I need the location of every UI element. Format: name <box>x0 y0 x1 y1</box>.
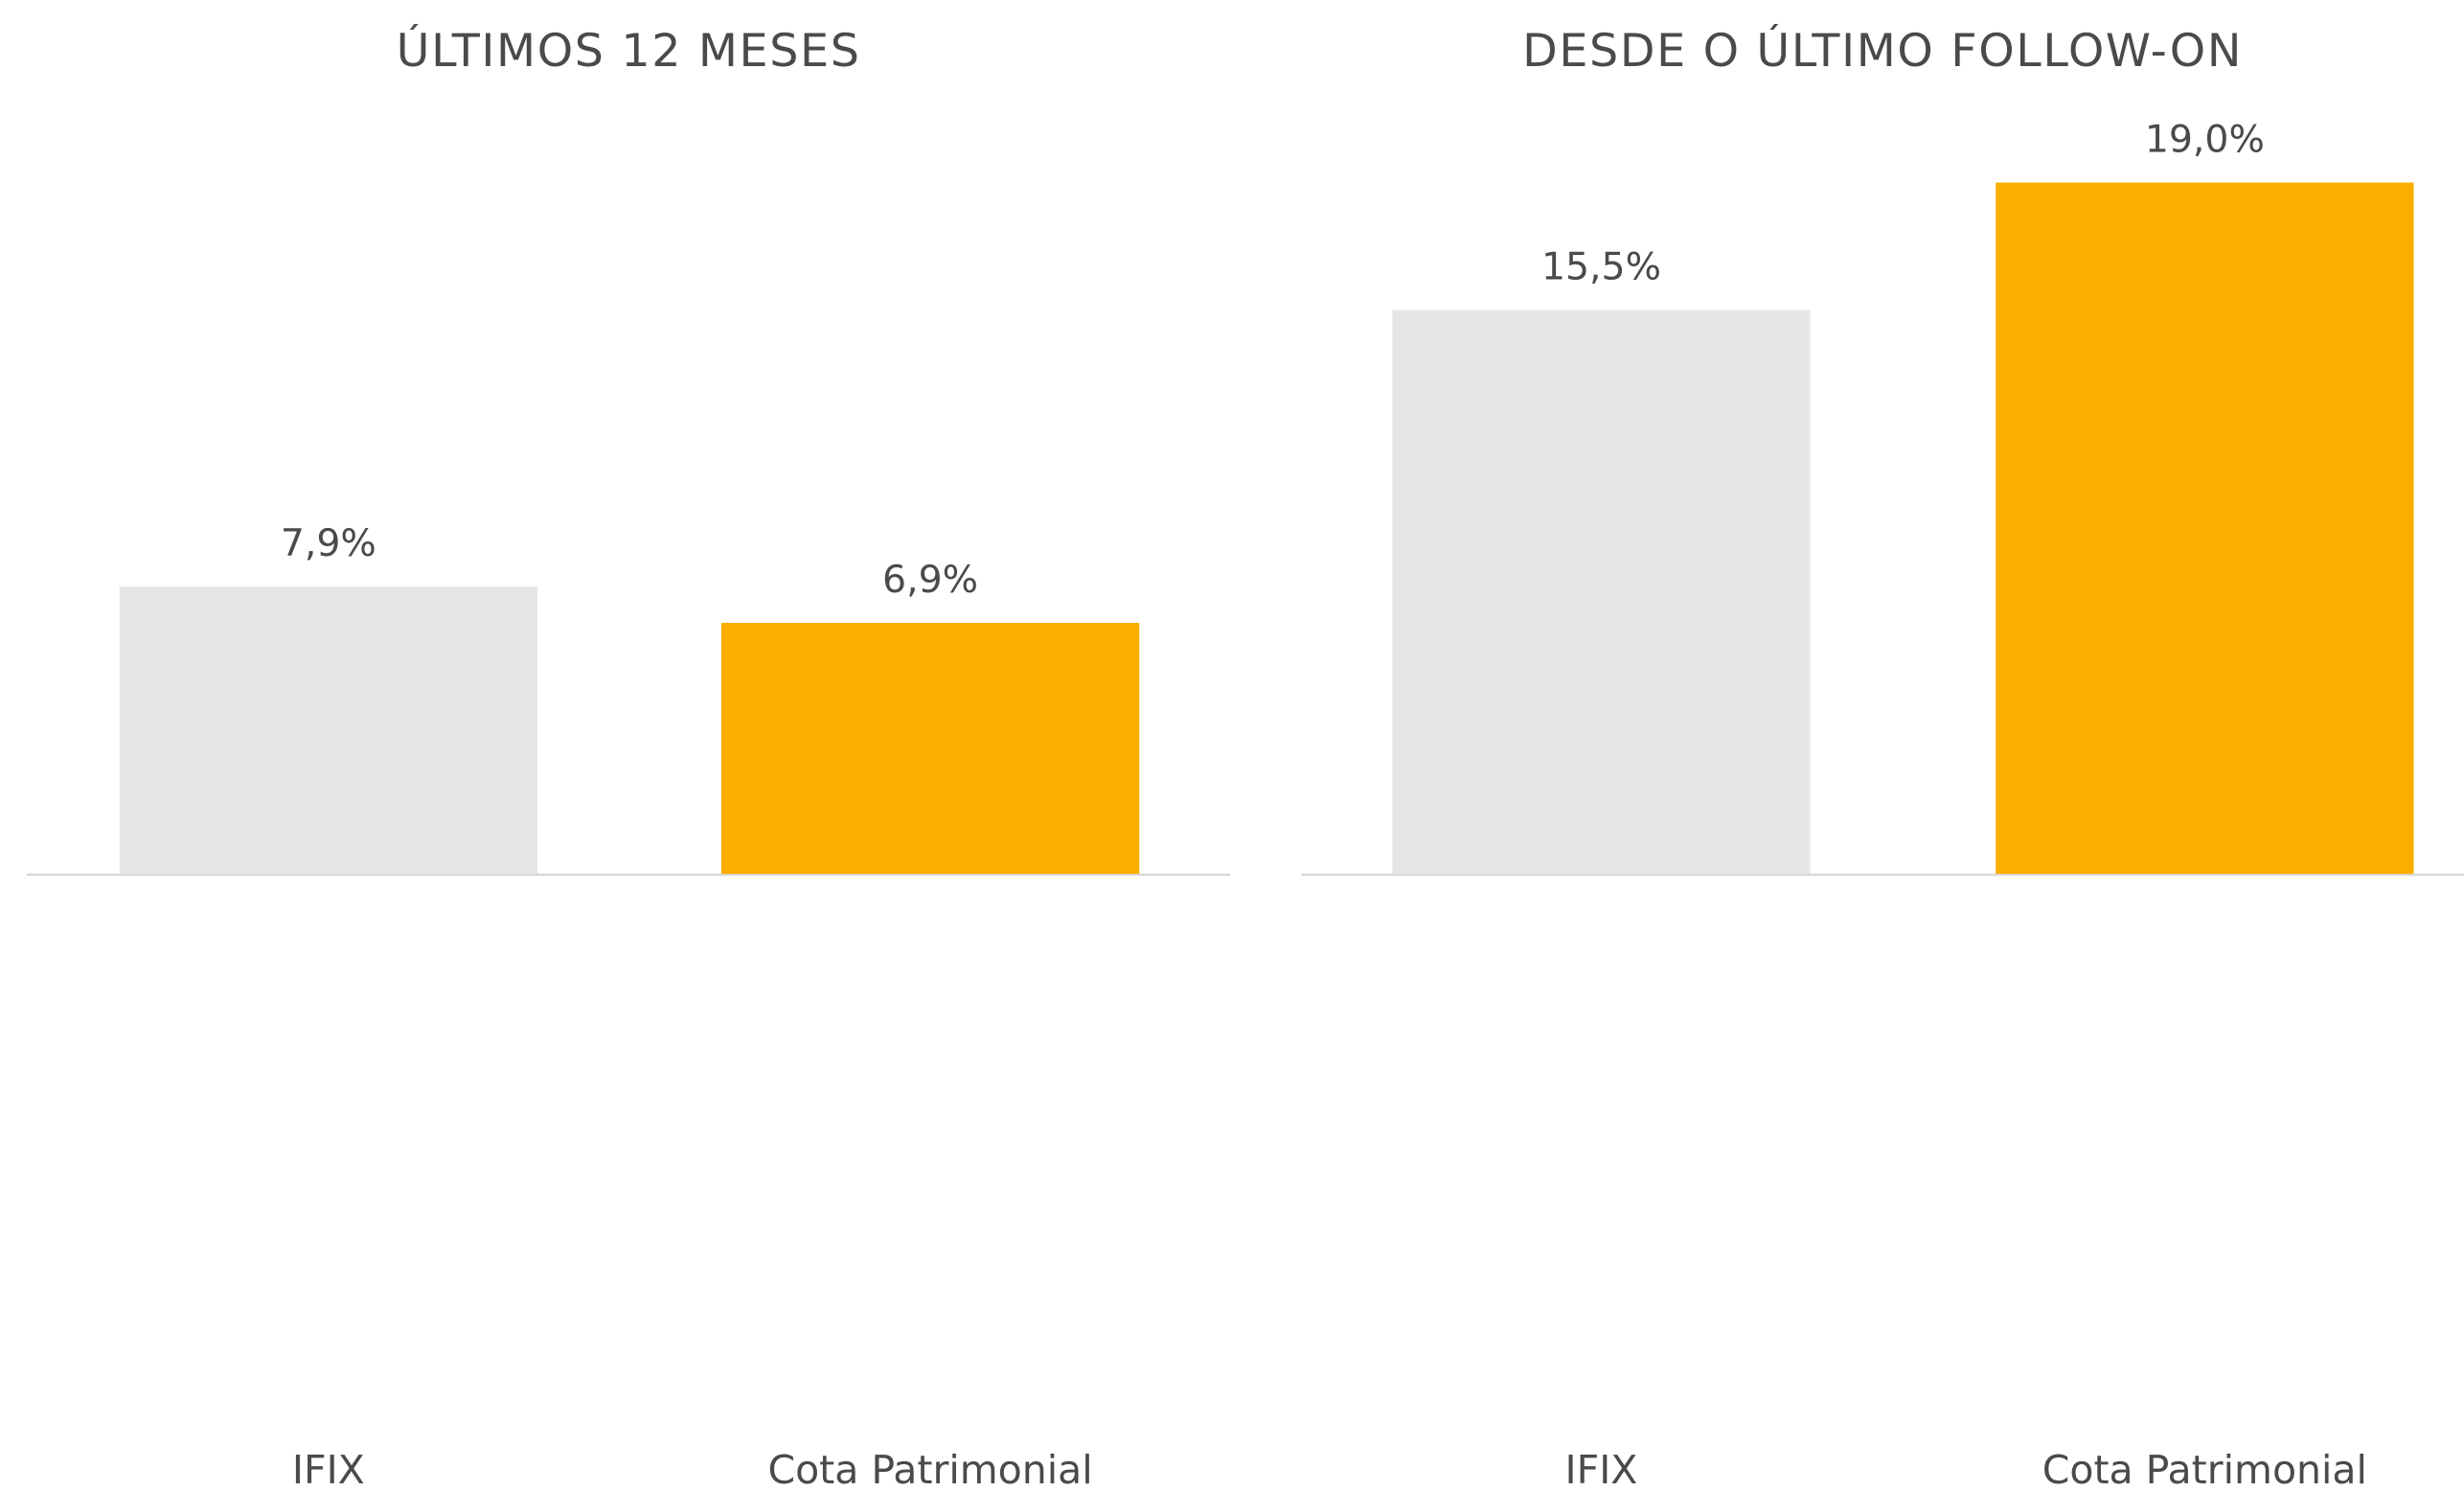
bar <box>1996 182 2414 875</box>
chart-title: ÚLTIMOS 12 MESES <box>397 23 861 78</box>
data-label: 6,9% <box>882 558 978 602</box>
data-label: 19,0% <box>2145 117 2265 161</box>
bar <box>1392 310 1811 875</box>
x-tick-label: IFIX <box>1565 1447 1638 1491</box>
x-tick-label: Cota Patrimonial <box>2042 1447 2367 1491</box>
x-tick-label: Cota Patrimonial <box>767 1447 1092 1491</box>
x-tick-label: IFIX <box>292 1447 365 1491</box>
chart-title: DESDE O ÚLTIMO FOLLOW-ON <box>1522 23 2243 78</box>
bar <box>720 622 1140 875</box>
data-label: 7,9% <box>281 521 376 565</box>
data-label: 15,5% <box>1541 244 1661 288</box>
bar <box>119 586 537 875</box>
